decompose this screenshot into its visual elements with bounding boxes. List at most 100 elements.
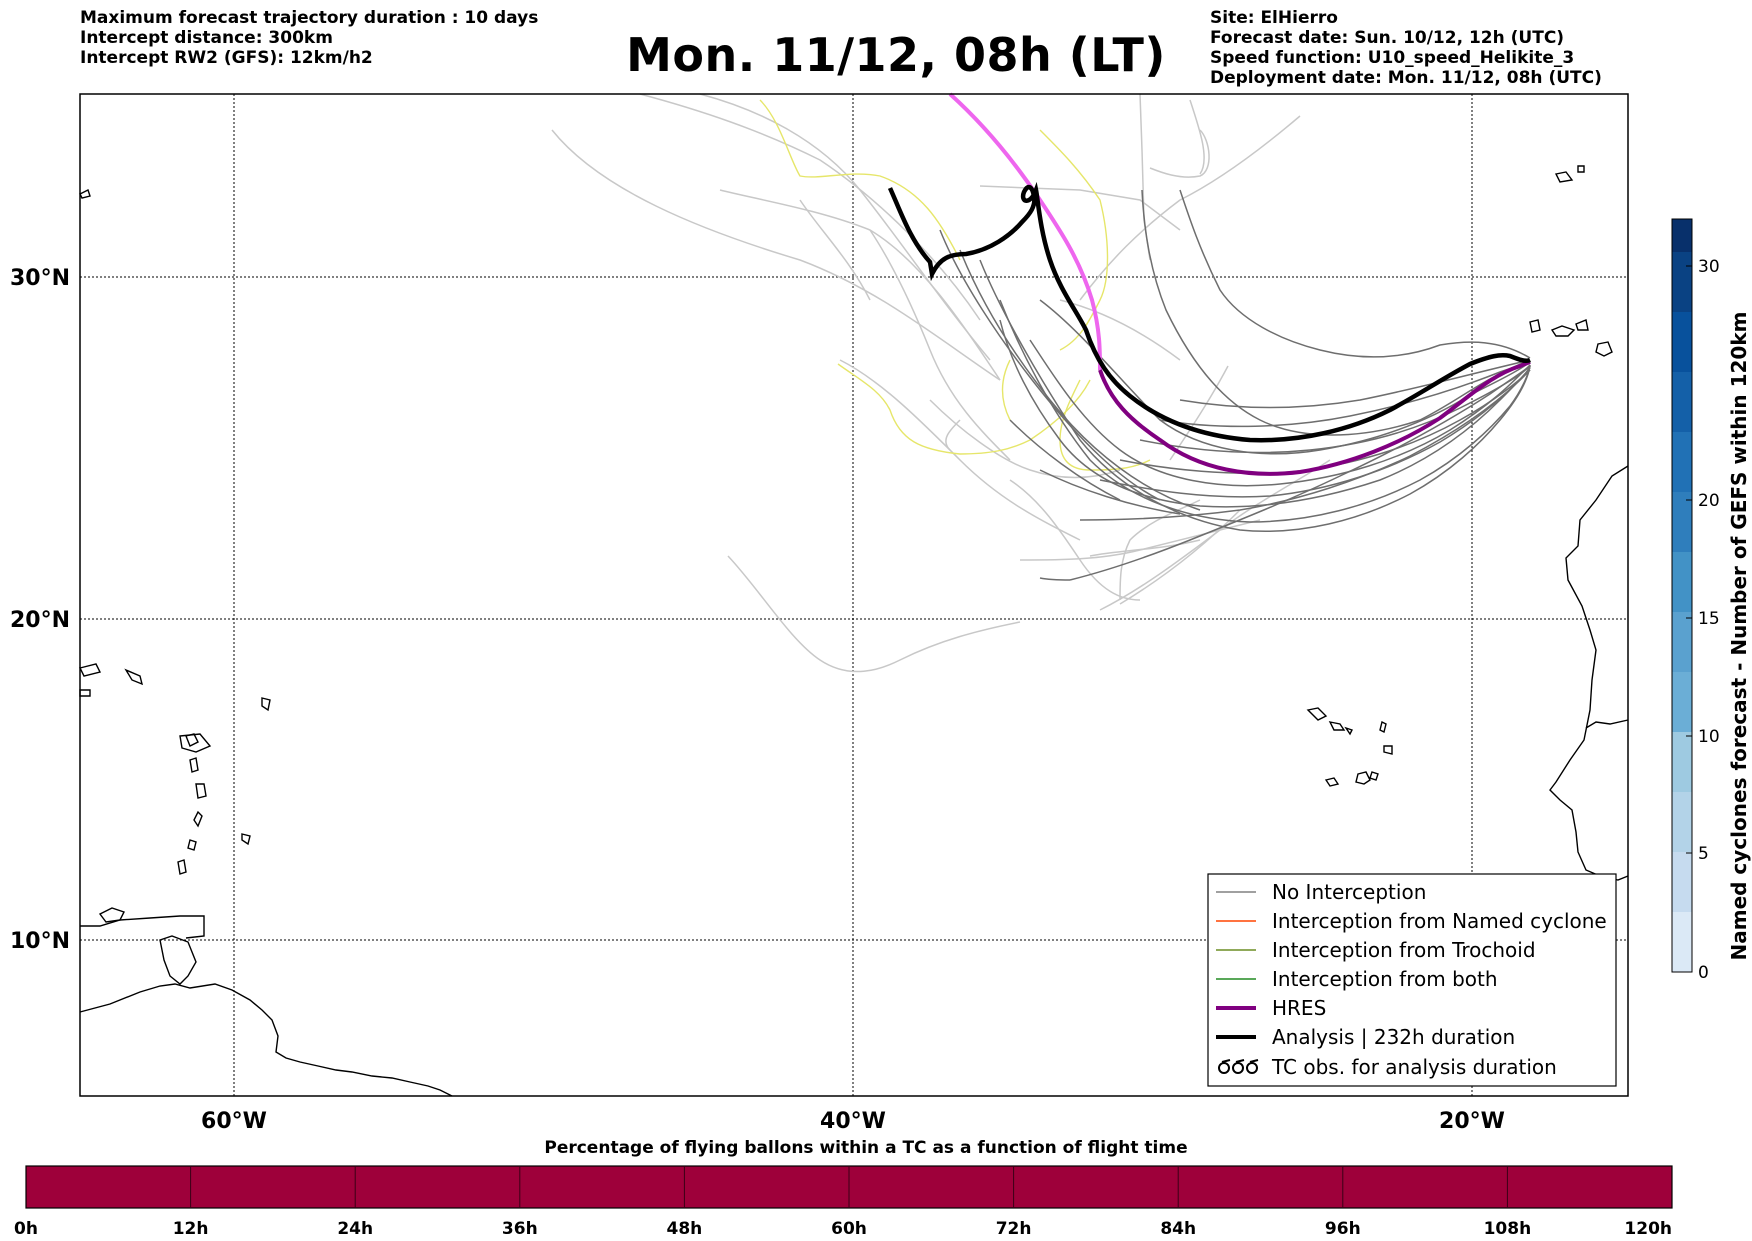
legend-item-analysis: Analysis | 232h duration: [1216, 1025, 1515, 1049]
cbar-tick-5: 5: [1698, 844, 1709, 864]
page-title: Mon. 11/12, 08h (LT): [626, 28, 1166, 82]
legend-label-trochoid: Interception from Trochoid: [1272, 938, 1536, 962]
legend-label-analysis: Analysis | 232h duration: [1272, 1025, 1515, 1049]
coast-venezuela: [80, 915, 205, 939]
bottom-tick-36h: 36h: [502, 1219, 538, 1239]
cbar-seg-8: [1672, 432, 1692, 492]
coast-madeira: [1554, 171, 1574, 183]
coast-island-b: [261, 697, 271, 712]
coast-cape-verde-2: [1328, 721, 1346, 731]
coastlines: [78, 165, 1629, 1097]
cbar-seg-5: [1672, 612, 1692, 672]
bottom-tick-60h: 60h: [831, 1219, 867, 1239]
coast-lesser-antilles-2: [189, 757, 199, 773]
bottom-tick-84h: 84h: [1160, 1219, 1196, 1239]
coast-cape-verde-3: [1344, 726, 1353, 736]
cbar-tick-30: 30: [1698, 257, 1720, 277]
map-frame: [79, 93, 1629, 1097]
cbar-seg-0: [1672, 912, 1692, 972]
colorbar-bottom-ticks: [190, 1166, 1508, 1208]
cbar-seg-12: [1672, 219, 1692, 252]
colorbar-bottom: Percentage of flying ballons within a TC…: [14, 1138, 1673, 1239]
bottom-tick-96h: 96h: [1325, 1219, 1361, 1239]
coast-trinidad: [159, 935, 197, 985]
bottom-tick-108h: 108h: [1484, 1219, 1532, 1239]
cbar-tick-20: 20: [1698, 491, 1720, 511]
coast-south-america: [79, 983, 453, 1097]
bottom-tick-24h: 24h: [337, 1219, 373, 1239]
bottom-tick-0h: 0h: [14, 1219, 38, 1239]
legend-label-tc-obs: TC obs. for analysis duration: [1271, 1055, 1557, 1079]
coast-lesser-antilles-7: [241, 833, 251, 846]
lon-tick-20w: 20°W: [1439, 1109, 1505, 1134]
legend-label-hres: HRES: [1272, 996, 1326, 1020]
cbar-seg-6: [1672, 552, 1692, 612]
trajectories-yellow: [759, 99, 1151, 471]
coast-virgin-isl: [124, 668, 144, 686]
coast-cape-verde-7: [1355, 771, 1371, 785]
coast-africa-detail: [1585, 719, 1629, 729]
legend-label-named-cyclone: Interception from Named cyclone: [1272, 909, 1607, 933]
coast-cape-verde-8: [1369, 771, 1379, 781]
coast-cape-verde-5: [1383, 745, 1393, 755]
tc-obs-symbol-icon: [1218, 1059, 1259, 1074]
coast-caribbean-island: [98, 907, 125, 923]
legend-label-both: Interception from both: [1272, 967, 1498, 991]
hres-trajectory-upper: [948, 92, 1102, 371]
coast-canary-4: [1595, 341, 1613, 357]
legend-item-trochoid: Interception from Trochoid: [1216, 938, 1536, 962]
lat-tick-10n: 10°N: [10, 929, 70, 954]
legend-item-no-interception: No Interception: [1216, 880, 1426, 904]
header-right: Site: ElHierro Forecast date: Sun. 10/12…: [1210, 8, 1602, 88]
coast-puerto-rico: [78, 663, 102, 677]
coast-cape-verde-6: [1324, 777, 1340, 787]
coast-africa: [1549, 465, 1629, 881]
colorbar-right: 0 5 10 15 20 30 Named cyclones forecast …: [1671, 218, 1751, 983]
cbar-seg-1: [1672, 852, 1692, 912]
lon-tick-60w: 60°W: [201, 1109, 267, 1134]
legend-label-no-interception: No Interception: [1272, 880, 1426, 904]
colorbar-bottom-title: Percentage of flying ballons within a TC…: [544, 1138, 1187, 1158]
header-right-line-1: Site: ElHierro: [1210, 8, 1338, 28]
header-right-line-3: Speed function: U10_speed_Helikite_3: [1210, 48, 1575, 68]
cbar-tick-15: 15: [1698, 609, 1720, 629]
bottom-tick-12h: 12h: [173, 1219, 209, 1239]
coast-bermuda: [79, 189, 91, 199]
header-right-line-4: Deployment date: Mon. 11/12, 08h (UTC): [1210, 68, 1602, 88]
coast-canary-2: [1550, 325, 1576, 337]
cbar-seg-4: [1672, 672, 1692, 732]
lat-tick-30n: 30°N: [10, 266, 70, 291]
colorbar-right-title: Named cyclones forecast - Number of GEFS…: [1727, 312, 1751, 961]
coast-canary-1: [1529, 319, 1541, 333]
bottom-tick-72h: 72h: [996, 1219, 1032, 1239]
coast-lesser-antilles-6: [177, 859, 187, 875]
lon-tick-40w: 40°W: [820, 1109, 886, 1134]
trajectories-light-gray: [551, 93, 1331, 673]
coast-lesser-antilles-3: [195, 783, 207, 799]
cbar-tick-10: 10: [1698, 727, 1720, 747]
bottom-tick-48h: 48h: [667, 1219, 703, 1239]
coast-canary-3: [1575, 319, 1589, 331]
coast-cape-verde-1: [1306, 707, 1328, 721]
analysis-trajectory: [887, 181, 1532, 443]
cbar-seg-3: [1672, 732, 1692, 792]
cbar-seg-7: [1672, 492, 1692, 552]
lat-tick-20n: 20°N: [10, 608, 70, 633]
header-left-line-1: Maximum forecast trajectory duration : 1…: [80, 8, 539, 28]
header-left-line-3: Intercept RW2 (GFS): 12km/h2: [80, 48, 373, 68]
coast-lesser-antilles-5: [187, 839, 197, 851]
bottom-tick-120h: 120h: [1624, 1219, 1672, 1239]
hres-trajectory-lower: [1098, 360, 1531, 476]
cbar-seg-9: [1672, 372, 1692, 432]
cbar-seg-2: [1672, 792, 1692, 852]
coast-madeira-2: [1577, 165, 1585, 173]
legend: No Interception Interception from Named …: [1207, 873, 1617, 1087]
coast-island-c: [179, 733, 212, 753]
legend-item-named-cyclone: Interception from Named cyclone: [1216, 909, 1607, 933]
legend-item-both: Interception from both: [1216, 967, 1498, 991]
header-left: Maximum forecast trajectory duration : 1…: [80, 8, 538, 68]
cbar-seg-10: [1672, 312, 1692, 372]
legend-item-tc-obs: TC obs. for analysis duration: [1218, 1055, 1557, 1079]
cbar-seg-11: [1672, 252, 1692, 312]
